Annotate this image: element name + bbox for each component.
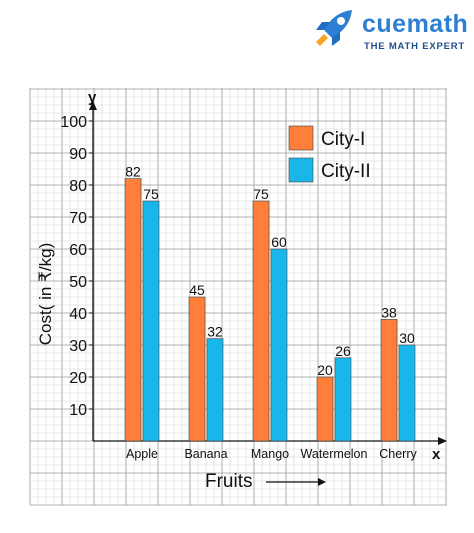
legend: City-I City-II [288, 125, 371, 183]
x-tick-label: Cherry [379, 447, 417, 461]
rocket-icon [306, 6, 356, 57]
y-axis-label: Cost( in ₹/kg) [36, 243, 55, 345]
bar [380, 319, 398, 442]
y-tick-label: 30 [69, 338, 87, 355]
y-tick-label: 50 [69, 274, 87, 291]
y-axis-arrow [89, 101, 97, 110]
bar-value-label: 20 [317, 362, 333, 378]
legend-swatch [288, 125, 314, 151]
y-tick-label: 90 [69, 146, 87, 163]
bar [334, 357, 352, 442]
bar-value-label: 26 [335, 343, 351, 359]
bar [270, 248, 288, 442]
bar [142, 200, 160, 442]
x-tick-label: Apple [126, 447, 158, 461]
x-axis-label: Fruits [205, 471, 253, 492]
x-ticks: Apple Banana Mango Watermelon Cherry [126, 447, 417, 461]
y-ticks: 10 20 30 40 50 60 70 80 90 100 [60, 114, 93, 419]
x-axis-letter: x [432, 446, 441, 463]
bar [206, 338, 224, 442]
y-tick-label: 20 [69, 370, 87, 387]
bar-value-label: 30 [399, 330, 415, 346]
bar-value-label: 75 [143, 186, 159, 202]
y-tick-label: 40 [69, 306, 87, 323]
legend-swatch [288, 157, 314, 183]
brand-name: cuemath [362, 10, 469, 38]
y-tick-label: 80 [69, 178, 87, 195]
bar [316, 376, 334, 442]
brand-tagline: THE MATH EXPERT [364, 41, 466, 52]
legend-label: City-I [321, 129, 365, 150]
bar [252, 200, 270, 442]
x-tick-label: Banana [184, 447, 227, 461]
bar-value-label: 60 [271, 234, 287, 250]
y-axis-letter: y [88, 89, 97, 106]
legend-label: City-II [321, 161, 371, 182]
y-tick-label: 70 [69, 210, 87, 227]
y-tick-label: 10 [69, 402, 87, 419]
x-tick-label: Watermelon [301, 447, 368, 461]
y-tick-label: 100 [60, 114, 87, 131]
x-label-arrow [266, 478, 326, 486]
y-tick-label: 60 [69, 242, 87, 259]
bar [398, 344, 416, 442]
bar [124, 178, 142, 442]
bar-value-label: 38 [381, 304, 397, 320]
bar [188, 296, 206, 442]
x-axis-arrow [438, 437, 447, 445]
bar-value-label: 45 [189, 282, 205, 298]
x-tick-label: Mango [251, 447, 289, 461]
bar-value-label: 32 [207, 324, 223, 340]
bar-value-label: 82 [125, 164, 141, 180]
bar-value-label: 75 [253, 186, 269, 202]
